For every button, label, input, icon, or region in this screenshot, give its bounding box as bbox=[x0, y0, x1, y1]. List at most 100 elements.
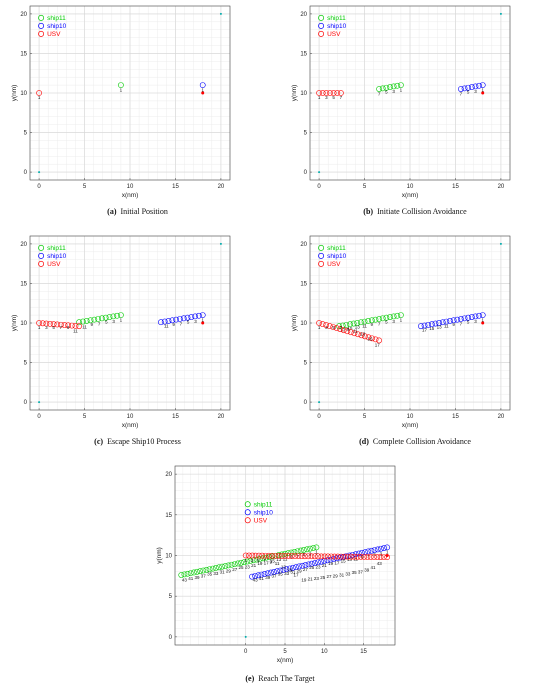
trajectory-point bbox=[265, 552, 272, 559]
trajectory-point bbox=[296, 563, 303, 570]
trajectory-point bbox=[302, 553, 308, 560]
trajectory-point bbox=[340, 327, 347, 334]
trajectory-point bbox=[361, 553, 368, 560]
caption-b: (b) Initiate Collision Avoidance bbox=[363, 207, 467, 216]
trajectory-point bbox=[468, 84, 475, 90]
y-axis-label: y(nm) bbox=[291, 85, 298, 102]
trajectory-point bbox=[472, 83, 479, 90]
trajectory-point bbox=[231, 561, 238, 567]
step-label: 1 bbox=[318, 325, 321, 330]
trajectory-point bbox=[308, 553, 315, 560]
step-label: 31 bbox=[339, 573, 345, 578]
step-label: 31 bbox=[220, 569, 226, 574]
legend-swatch bbox=[318, 260, 325, 267]
trajectory-point bbox=[305, 553, 312, 560]
trajectory-point bbox=[368, 547, 375, 554]
legend-label: USV bbox=[254, 518, 268, 525]
step-label: 1 bbox=[315, 550, 318, 555]
trajectory-point bbox=[158, 319, 164, 326]
trajectory-point bbox=[278, 551, 285, 558]
y-axis-label: y(nm) bbox=[156, 547, 163, 564]
step-label: 1 bbox=[120, 317, 123, 322]
step-label: 33 bbox=[345, 572, 351, 577]
trajectory-point bbox=[76, 323, 82, 330]
step-label: 33 bbox=[284, 571, 290, 576]
y-tick-label: 15 bbox=[300, 281, 307, 287]
y-tick-label: 15 bbox=[300, 51, 307, 57]
series-usv: 1 bbox=[36, 90, 42, 100]
trajectory-point bbox=[398, 312, 404, 318]
y-tick-label: 0 bbox=[304, 170, 308, 176]
trajectory-point bbox=[374, 554, 381, 560]
trajectory-point bbox=[358, 319, 364, 326]
x-tick-label: 5 bbox=[283, 649, 287, 655]
x-axis-label: x(nm) bbox=[122, 192, 139, 199]
trajectory-point bbox=[300, 547, 307, 553]
trajectory-point bbox=[476, 82, 482, 89]
trajectory-point bbox=[350, 320, 357, 327]
trajectory-point bbox=[295, 553, 302, 560]
trajectory-point bbox=[87, 317, 94, 324]
trajectory-point bbox=[323, 322, 330, 328]
trajectory-point bbox=[72, 322, 79, 329]
trajectory-point bbox=[461, 315, 468, 322]
step-label: 17 bbox=[334, 560, 340, 565]
y-tick-label: 10 bbox=[165, 554, 172, 560]
series-usv: 1 3 5 7 911 bbox=[36, 320, 82, 333]
step-label: 17 bbox=[293, 573, 299, 578]
step-label: 3 bbox=[392, 319, 395, 324]
step-label: 9 bbox=[361, 555, 364, 560]
trajectory-point bbox=[275, 552, 282, 559]
step-label: 41 bbox=[370, 565, 376, 570]
step-label: 1 bbox=[38, 325, 41, 330]
y-tick-label: 0 bbox=[304, 400, 308, 406]
trajectory-point bbox=[321, 553, 328, 560]
trajectory-point bbox=[383, 314, 390, 321]
trajectory-point bbox=[264, 570, 271, 577]
legend-label: USV bbox=[327, 261, 341, 268]
step-label: 5 bbox=[187, 320, 190, 325]
trajectory-point bbox=[465, 84, 472, 91]
trajectory-point bbox=[181, 571, 188, 578]
trajectory-point bbox=[118, 312, 124, 318]
step-label: 21 bbox=[251, 563, 257, 568]
trajectory-point bbox=[118, 82, 124, 88]
panel-d: 0 5 10 15 20 0 5 10 15 20 x(nm) y(nm) 1 3 5 7 9 11 13 15 17 1… bbox=[280, 230, 550, 450]
trajectory-point bbox=[394, 82, 401, 89]
y-tick-label: 20 bbox=[300, 242, 307, 248]
legend-label: USV bbox=[47, 31, 61, 38]
step-label: 5 bbox=[467, 90, 470, 95]
y-tick-label: 5 bbox=[24, 131, 28, 137]
trajectory-point bbox=[355, 331, 361, 338]
trajectory-point bbox=[358, 332, 365, 339]
trajectory-point bbox=[269, 553, 276, 560]
y-axis-label: y(nm) bbox=[11, 315, 18, 332]
x-tick-label: 15 bbox=[360, 649, 367, 655]
trajectory-point bbox=[421, 322, 428, 329]
trajectory-point bbox=[381, 545, 387, 551]
trajectory-point bbox=[344, 328, 351, 335]
trajectory-point bbox=[376, 86, 382, 92]
trajectory-point bbox=[289, 564, 296, 571]
trajectory-point bbox=[425, 321, 432, 328]
ship10-marker-marker bbox=[481, 91, 485, 95]
trajectory-point bbox=[355, 550, 362, 557]
trajectory-point bbox=[219, 563, 226, 570]
step-label: 37 bbox=[271, 573, 277, 578]
y-tick-label: 0 bbox=[169, 635, 173, 641]
trajectory-point bbox=[292, 553, 298, 559]
legend-label: USV bbox=[327, 31, 341, 38]
trajectory-point bbox=[328, 553, 335, 560]
trajectory-point bbox=[209, 565, 216, 572]
trajectory-point bbox=[315, 553, 321, 560]
trajectory-point bbox=[285, 553, 292, 559]
trajectory-point bbox=[361, 318, 368, 325]
y-tick-label: 5 bbox=[304, 131, 308, 137]
y-tick-label: 15 bbox=[20, 51, 27, 57]
trajectory-point bbox=[479, 312, 486, 318]
step-label: 39 bbox=[194, 575, 200, 580]
y-tick-label: 10 bbox=[20, 321, 27, 327]
